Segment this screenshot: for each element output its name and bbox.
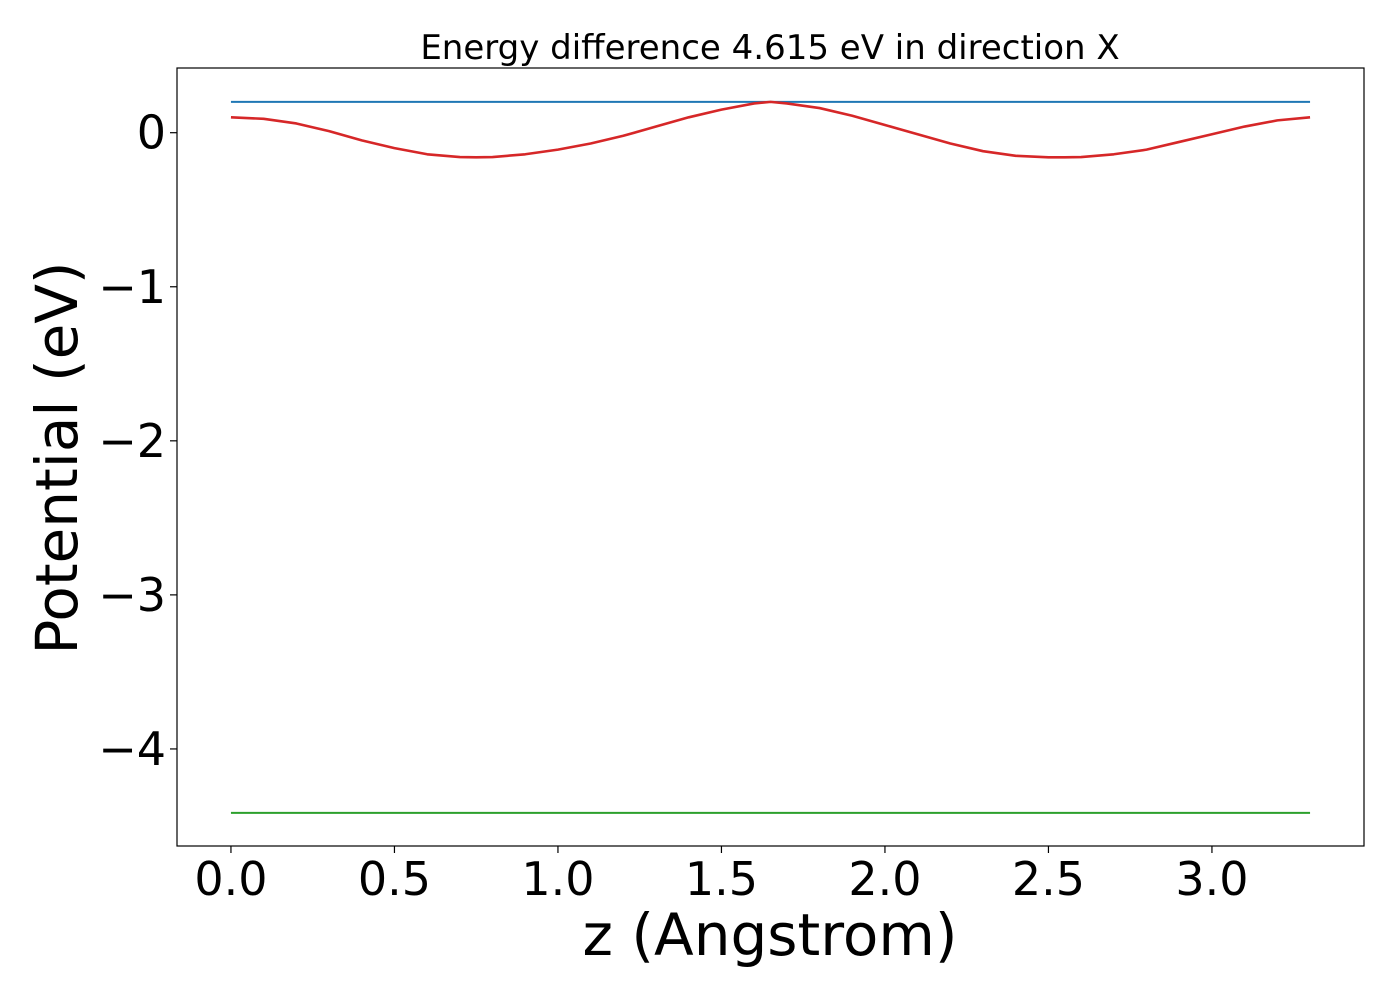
x-tick-label: 2.5 bbox=[1012, 852, 1085, 906]
y-tick-label: −2 bbox=[98, 414, 166, 468]
x-axis-title: z (Angstrom) bbox=[583, 901, 958, 969]
chart-title: Energy difference 4.615 eV in direction … bbox=[420, 28, 1119, 68]
plot-area-frame bbox=[176, 67, 1365, 847]
series-line-2 bbox=[230, 100, 1311, 159]
y-axis-ticks: 0 −1 −2 −3 −4 bbox=[98, 106, 177, 776]
y-tick-label: −3 bbox=[98, 568, 166, 622]
x-axis-ticks: 0.0 0.5 1.0 1.5 2.0 2.5 3.0 bbox=[194, 846, 1249, 906]
x-tick-label: 1.5 bbox=[685, 852, 758, 906]
x-tick-label: 0.0 bbox=[194, 852, 267, 906]
x-tick-label: 2.0 bbox=[848, 852, 921, 906]
y-tick-label: −1 bbox=[98, 260, 166, 314]
y-tick-label: −4 bbox=[98, 722, 166, 776]
x-tick-label: 1.0 bbox=[521, 852, 594, 906]
y-tick-label: 0 bbox=[137, 106, 166, 160]
x-tick-label: 0.5 bbox=[358, 852, 431, 906]
y-axis-title: Potential (eV) bbox=[23, 261, 91, 654]
x-tick-label: 3.0 bbox=[1175, 852, 1248, 906]
series-layer bbox=[230, 100, 1311, 814]
